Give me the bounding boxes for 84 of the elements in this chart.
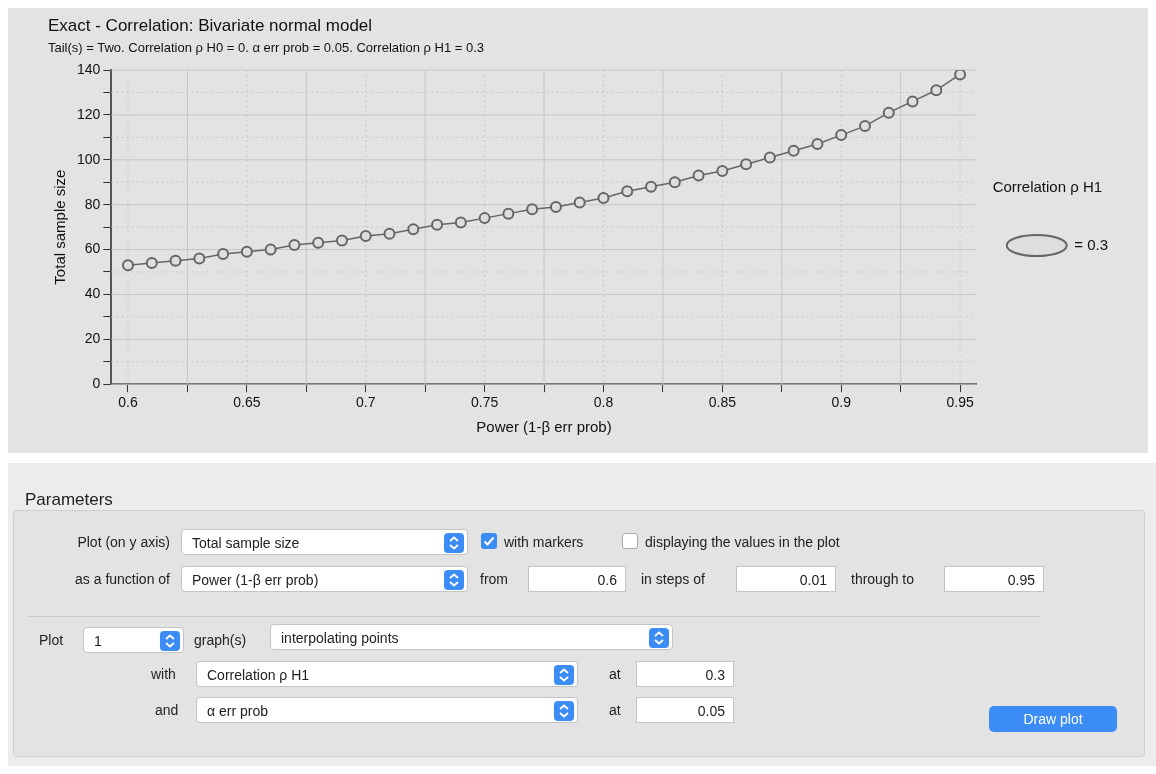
text: 0.01 <box>736 566 836 592</box>
point <box>835 129 848 142</box>
x-tick-label: 0.75 <box>470 394 499 411</box>
text: Total sample size <box>191 535 300 551</box>
point <box>930 84 943 97</box>
chart-title: Exact - Correlation: Bivariate normal model <box>48 15 373 35</box>
x-tick-label: 0.85 <box>708 394 737 411</box>
text: from <box>480 570 508 589</box>
text: as a function of <box>74 570 170 589</box>
x-tick-label: 0.9 <box>831 394 852 411</box>
legend-title: Correlation ρ H1 <box>992 177 1103 195</box>
point <box>597 191 610 204</box>
text: α err prob <box>206 703 269 719</box>
point <box>763 151 776 164</box>
point <box>740 158 753 171</box>
point <box>621 185 634 198</box>
text: Power (1-β err prob) <box>191 572 319 588</box>
point <box>288 239 301 252</box>
point <box>193 252 206 265</box>
text: with markers <box>504 534 584 550</box>
point <box>122 259 134 272</box>
point <box>526 203 539 216</box>
point <box>882 106 895 119</box>
text: 0.6 <box>528 566 626 592</box>
x-tick-label: 0.6 <box>118 394 138 411</box>
y-tick-label: 80 <box>84 195 101 212</box>
text: 1 <box>93 633 102 649</box>
text: Draw plot <box>989 706 1117 732</box>
point <box>359 230 372 243</box>
legend-label: = 0.3 <box>1074 235 1108 253</box>
point <box>668 176 681 189</box>
x-tick-label: 0.65 <box>233 394 261 411</box>
text: at <box>609 665 621 684</box>
text: Parameters <box>25 489 113 511</box>
y-tick-label: 60 <box>84 240 101 257</box>
text: Correlation ρ H1 <box>206 667 310 683</box>
point <box>145 257 158 270</box>
text: in steps of <box>641 570 705 589</box>
y-tick-label: 100 <box>77 150 101 167</box>
point <box>383 227 396 240</box>
chart-subtitle: Tail(s) = Two. Correlation ρ H0 = 0. α err prob = 0.05. Correlation ρ H1 = 0.3 <box>48 39 485 55</box>
x-tick-label: 0.7 <box>356 394 376 411</box>
text: 0.95 <box>944 566 1044 592</box>
text: interpolating points <box>280 630 399 646</box>
point <box>954 70 967 81</box>
point <box>240 245 253 258</box>
y-tick-label: 140 <box>77 60 101 77</box>
x-tick-label: 0.8 <box>593 394 614 411</box>
text: through to <box>851 570 915 589</box>
point <box>407 223 420 236</box>
point <box>573 196 586 209</box>
point <box>549 200 562 213</box>
point <box>811 138 824 151</box>
point <box>264 243 277 256</box>
point <box>478 212 491 225</box>
y-tick-label: 20 <box>84 330 101 347</box>
point <box>335 234 348 247</box>
y-axis-title: Total sample size <box>51 169 69 285</box>
x-tick-label: 0.95 <box>946 394 974 411</box>
y-tick-label: 40 <box>84 285 101 302</box>
point <box>645 180 658 193</box>
text: displaying the values in the plot <box>645 534 840 550</box>
point <box>454 216 467 229</box>
point <box>858 120 871 133</box>
point <box>716 164 729 177</box>
y-tick-label: 120 <box>77 105 101 122</box>
text: 0.3 <box>636 661 734 687</box>
text: 0.05 <box>636 697 734 723</box>
y-tick-label: 0 <box>92 375 101 392</box>
x-axis-title: Power (1-β err prob) <box>476 418 612 436</box>
point <box>787 144 800 157</box>
point <box>906 95 919 108</box>
text: Plot (on y axis) <box>76 533 170 552</box>
point <box>217 248 230 261</box>
point <box>312 236 325 249</box>
point <box>431 218 444 231</box>
text: and <box>155 701 179 720</box>
text: with <box>151 665 176 684</box>
point <box>502 207 515 220</box>
text: Plot <box>39 631 64 650</box>
point <box>692 169 705 182</box>
text: graph(s) <box>194 631 247 650</box>
text: at <box>609 701 621 720</box>
point <box>169 254 182 267</box>
